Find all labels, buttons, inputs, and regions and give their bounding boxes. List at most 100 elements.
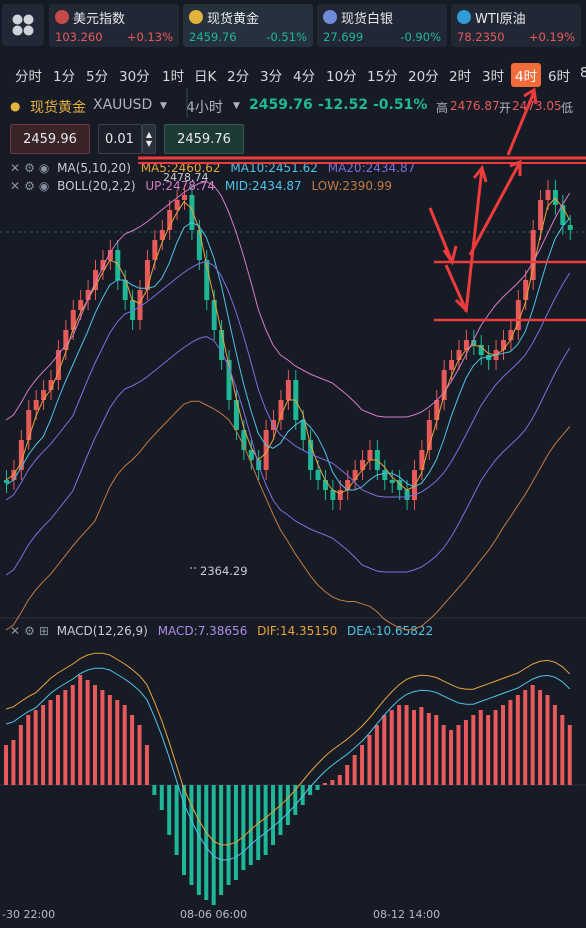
macd-bar [441, 725, 446, 785]
candle-body [167, 210, 173, 230]
macd-bar [189, 785, 194, 885]
macd-bar [508, 700, 513, 785]
annotation-drawings[interactable] [138, 87, 586, 322]
macd-bar [352, 755, 357, 785]
macd-bar [567, 725, 572, 785]
tab-timeframe[interactable]: 1分 [53, 69, 76, 85]
symbol-name[interactable]: 现货黄金 [30, 100, 86, 116]
arrow-head [523, 87, 538, 105]
gear-icon[interactable]: ⚙ [24, 161, 35, 175]
arrow-up[interactable] [506, 91, 536, 156]
macd-bar [293, 785, 298, 815]
ticker-wti-oil[interactable]: WTI原油 78.2350 +0.19% [451, 4, 581, 47]
tab-timeframe[interactable]: 30分 [119, 69, 150, 85]
tab-timeframe[interactable]: 2时 [449, 69, 472, 85]
silver-icon [323, 10, 337, 24]
candle-body [48, 380, 54, 390]
candle-body [174, 200, 180, 210]
chevron-down-icon[interactable]: ▼ [160, 101, 167, 111]
quantity-stepper[interactable]: ▲ ▼ [142, 124, 156, 154]
candle-body [26, 410, 32, 440]
quantity-input[interactable]: 0.01 [98, 124, 142, 154]
dif-value: DIF:14.35150 [257, 624, 338, 638]
close-icon[interactable]: ✕ [10, 624, 21, 638]
low-label: 低 [561, 101, 574, 115]
candle-body [33, 400, 39, 410]
price-change-pct: -0.51% [373, 97, 428, 113]
chevron-up-icon[interactable]: ▲ [145, 130, 153, 139]
ticker-price: 2459.76 [189, 30, 237, 44]
macd-bar [211, 785, 216, 905]
eye-icon[interactable]: ◉ [38, 161, 50, 175]
macd-bar [4, 745, 8, 785]
ticker-change: -0.90% [400, 30, 441, 44]
macd-bar [389, 710, 394, 785]
tab-timeframe-selected[interactable]: 4时 [511, 63, 542, 87]
ticker-spot-silver[interactable]: 现货白银 27.699 -0.90% [317, 4, 447, 47]
macd-bar [196, 785, 201, 895]
macd-bar [315, 785, 320, 790]
apps-menu-button[interactable] [2, 4, 44, 46]
timeframe-bar: 分时 1分 5分 30分 1时 日K 2分 3分 4分 10分 15分 20分 … [0, 60, 586, 88]
boll-low-value: LOW:2390.99 [311, 179, 393, 193]
tab-timeframe[interactable]: 4分 [293, 69, 316, 85]
candle-body [4, 480, 9, 483]
candle-body [419, 450, 425, 470]
period-selector[interactable]: 4小时 [186, 100, 223, 116]
high-value: 2476.87 [450, 99, 500, 113]
ma-label: MA(5,10,20) [57, 161, 131, 175]
arrow-down[interactable] [444, 264, 468, 311]
arrow-up[interactable] [464, 167, 484, 313]
close-icon[interactable]: ✕ [10, 179, 21, 193]
tab-timeframe[interactable]: 20分 [408, 69, 439, 85]
macd-bar [471, 715, 476, 785]
chevron-down-icon[interactable]: ▼ [145, 139, 153, 148]
tab-timeframe[interactable]: 分时 [15, 69, 42, 85]
chevron-down-icon[interactable]: ▼ [233, 101, 240, 111]
open-label: 开 [499, 101, 512, 115]
tab-timeframe[interactable]: 8 [580, 65, 586, 81]
tab-timeframe[interactable]: 15分 [367, 69, 398, 85]
ticker-change: +0.13% [126, 30, 173, 44]
eye-icon[interactable]: ◉ [38, 179, 50, 193]
candle-body [144, 260, 150, 290]
candle-body [352, 470, 358, 480]
sell-button[interactable]: 2459.96 [10, 124, 90, 154]
tab-timeframe[interactable]: 3时 [482, 69, 505, 85]
close-icon[interactable]: ✕ [10, 161, 21, 175]
macd-bar [93, 685, 98, 785]
ticker-usd-index[interactable]: 美元指数 103.260 +0.13% [49, 4, 179, 47]
buy-button[interactable]: 2459.76 [164, 124, 244, 154]
ticker-price: 27.699 [323, 30, 364, 44]
candle-body [70, 310, 76, 330]
gear-icon[interactable]: ⚙ [24, 179, 35, 193]
macd-bar [397, 705, 402, 785]
macd-bar [107, 695, 112, 785]
tab-timeframe[interactable]: 3分 [260, 69, 283, 85]
tab-timeframe[interactable]: 1时 [162, 69, 185, 85]
expand-icon[interactable]: ⊞ [38, 624, 49, 638]
macd-bar [144, 745, 149, 785]
gear-icon[interactable]: ⚙ [24, 624, 35, 638]
macd-line [5, 652, 571, 846]
macd-bar [271, 785, 276, 845]
macd-bar [85, 680, 90, 785]
tab-timeframe[interactable]: 5分 [86, 69, 109, 85]
ma5-value: MA5:2460.62 [140, 161, 221, 175]
tab-timeframe[interactable]: 10分 [326, 69, 357, 85]
macd-bar [419, 707, 424, 785]
tab-timeframe[interactable]: 2分 [227, 69, 250, 85]
tab-timeframe[interactable]: 日K [194, 69, 217, 85]
arrow-up[interactable] [468, 161, 522, 256]
macd-value: MACD:7.38656 [157, 624, 248, 638]
candle-body [18, 440, 24, 470]
macd-bar [515, 695, 520, 785]
symbol-code[interactable]: XAUUSD [93, 97, 153, 113]
candle-body [367, 450, 373, 460]
arrow-down[interactable] [428, 207, 454, 263]
ticker-spot-gold[interactable]: 现货黄金 2459.76 -0.51% [183, 4, 313, 47]
macd-bar [456, 725, 461, 785]
oil-icon [457, 10, 471, 24]
tab-timeframe[interactable]: 6时 [548, 69, 571, 85]
